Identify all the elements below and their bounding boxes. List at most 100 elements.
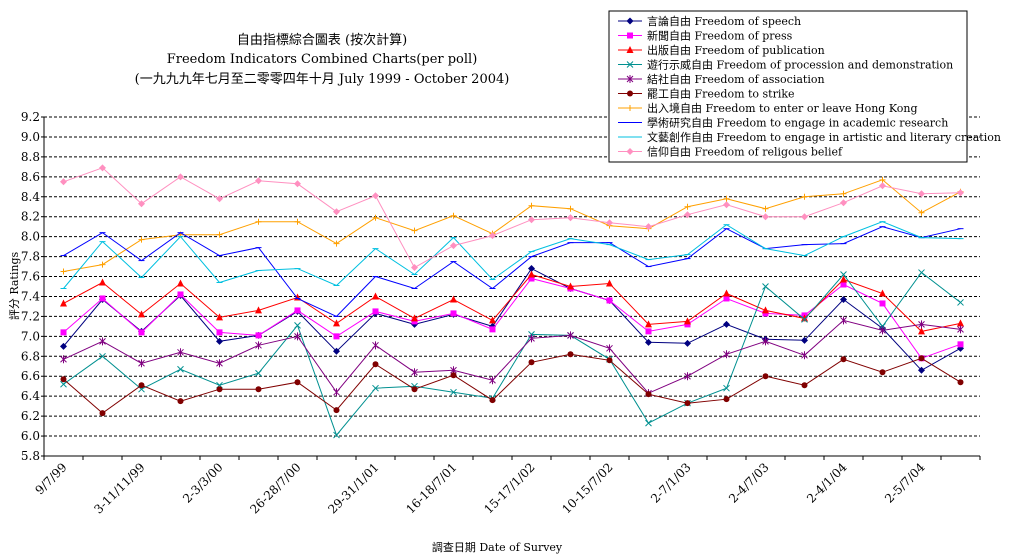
data-point xyxy=(528,216,535,224)
legend-swatch-marker xyxy=(626,61,634,68)
data-point xyxy=(99,337,106,346)
data-point xyxy=(879,289,886,297)
data-point xyxy=(60,178,67,186)
data-point xyxy=(99,295,106,302)
data-point xyxy=(333,431,340,439)
data-point xyxy=(489,326,496,333)
data-point xyxy=(840,199,847,207)
legend-item: 遊行示威自由 Freedom of procession and demonst… xyxy=(618,58,953,72)
x-tick-label: 26-28/7/00 xyxy=(247,460,303,516)
x-tick-label: 2-7/1/03 xyxy=(648,460,693,505)
data-point xyxy=(606,297,613,304)
data-point xyxy=(372,192,379,200)
series-8 xyxy=(60,226,964,318)
data-point xyxy=(684,400,691,407)
data-point xyxy=(762,373,769,380)
data-point xyxy=(372,214,379,221)
series-line xyxy=(63,179,961,272)
data-point xyxy=(723,295,730,302)
y-tick-label: 9.2 xyxy=(21,110,40,124)
data-point xyxy=(177,365,184,373)
data-point xyxy=(684,339,691,347)
series-line xyxy=(63,221,961,289)
data-point xyxy=(840,295,847,303)
y-tick-label: 7.2 xyxy=(21,309,40,323)
data-point xyxy=(294,379,301,386)
data-point xyxy=(372,361,379,368)
y-tick-label: 7.8 xyxy=(21,250,40,264)
data-point xyxy=(450,242,457,250)
legend-swatch-marker xyxy=(627,32,633,39)
data-point xyxy=(528,270,535,278)
data-point xyxy=(489,397,496,404)
data-point xyxy=(177,173,184,181)
legend-item: 罷工自由 Freedom to strike xyxy=(618,87,795,101)
data-point xyxy=(294,307,301,314)
data-point xyxy=(60,355,67,364)
data-point xyxy=(762,337,769,346)
data-point xyxy=(489,376,496,385)
legend-item: 言論自由 Freedom of speech xyxy=(618,14,801,28)
data-point xyxy=(333,333,340,340)
data-point xyxy=(177,279,184,287)
data-point xyxy=(606,279,613,287)
data-point xyxy=(60,299,67,307)
data-point xyxy=(255,386,262,393)
data-point xyxy=(528,265,535,273)
data-point xyxy=(801,382,808,389)
y-tick-label: 6.0 xyxy=(21,429,40,443)
data-point xyxy=(177,348,184,357)
data-point xyxy=(918,209,925,216)
data-point xyxy=(60,376,67,383)
data-point xyxy=(957,189,964,197)
data-point xyxy=(684,211,691,219)
data-point xyxy=(450,212,457,219)
data-point xyxy=(372,308,379,315)
data-point xyxy=(840,275,847,283)
data-point xyxy=(723,350,730,359)
legend-swatch-marker xyxy=(627,90,633,97)
data-point xyxy=(177,398,184,405)
data-point xyxy=(567,282,574,290)
data-point xyxy=(762,306,769,314)
data-point xyxy=(294,322,301,329)
data-point xyxy=(138,200,145,208)
series-line xyxy=(63,277,961,359)
data-point xyxy=(333,347,340,355)
series-6 xyxy=(60,351,964,417)
data-point xyxy=(138,359,145,368)
legend-swatch-marker xyxy=(626,75,634,83)
data-point xyxy=(645,419,652,427)
data-point xyxy=(645,320,652,328)
y-tick-label: 7.4 xyxy=(21,289,40,303)
series-9 xyxy=(60,221,964,289)
data-point xyxy=(255,306,262,314)
data-point xyxy=(138,310,145,318)
data-point xyxy=(645,223,652,231)
series-line xyxy=(63,319,961,394)
series-1 xyxy=(60,265,964,374)
data-point xyxy=(294,180,301,188)
data-point xyxy=(333,208,340,216)
data-point xyxy=(255,218,262,225)
x-tick-label: 2-5/7/04 xyxy=(882,460,928,506)
data-point xyxy=(216,195,223,203)
data-point xyxy=(255,341,262,350)
y-tick-labels: 9.2 9.0 8.8 8.6 8.4 8.2 8.0 7.8 7.6 7.4 7.2 7.0 6.8 6… xyxy=(21,110,40,463)
data-point xyxy=(957,379,964,386)
data-point xyxy=(255,177,262,185)
series-line xyxy=(63,226,961,318)
data-point xyxy=(762,213,769,221)
legend-swatch-marker xyxy=(627,105,633,111)
x-tick-label: 9/7/99 xyxy=(32,460,69,497)
legend-label: 結社自由 Freedom of association xyxy=(647,72,825,86)
gridlines xyxy=(44,116,980,437)
data-point xyxy=(801,336,808,344)
data-point xyxy=(216,313,223,321)
x-tick-label: 2-3/3/00 xyxy=(180,460,225,505)
data-point xyxy=(645,328,652,335)
data-point xyxy=(216,231,223,238)
data-point xyxy=(294,332,301,341)
data-point xyxy=(489,316,496,324)
y-tick-label: 8.8 xyxy=(21,150,40,164)
